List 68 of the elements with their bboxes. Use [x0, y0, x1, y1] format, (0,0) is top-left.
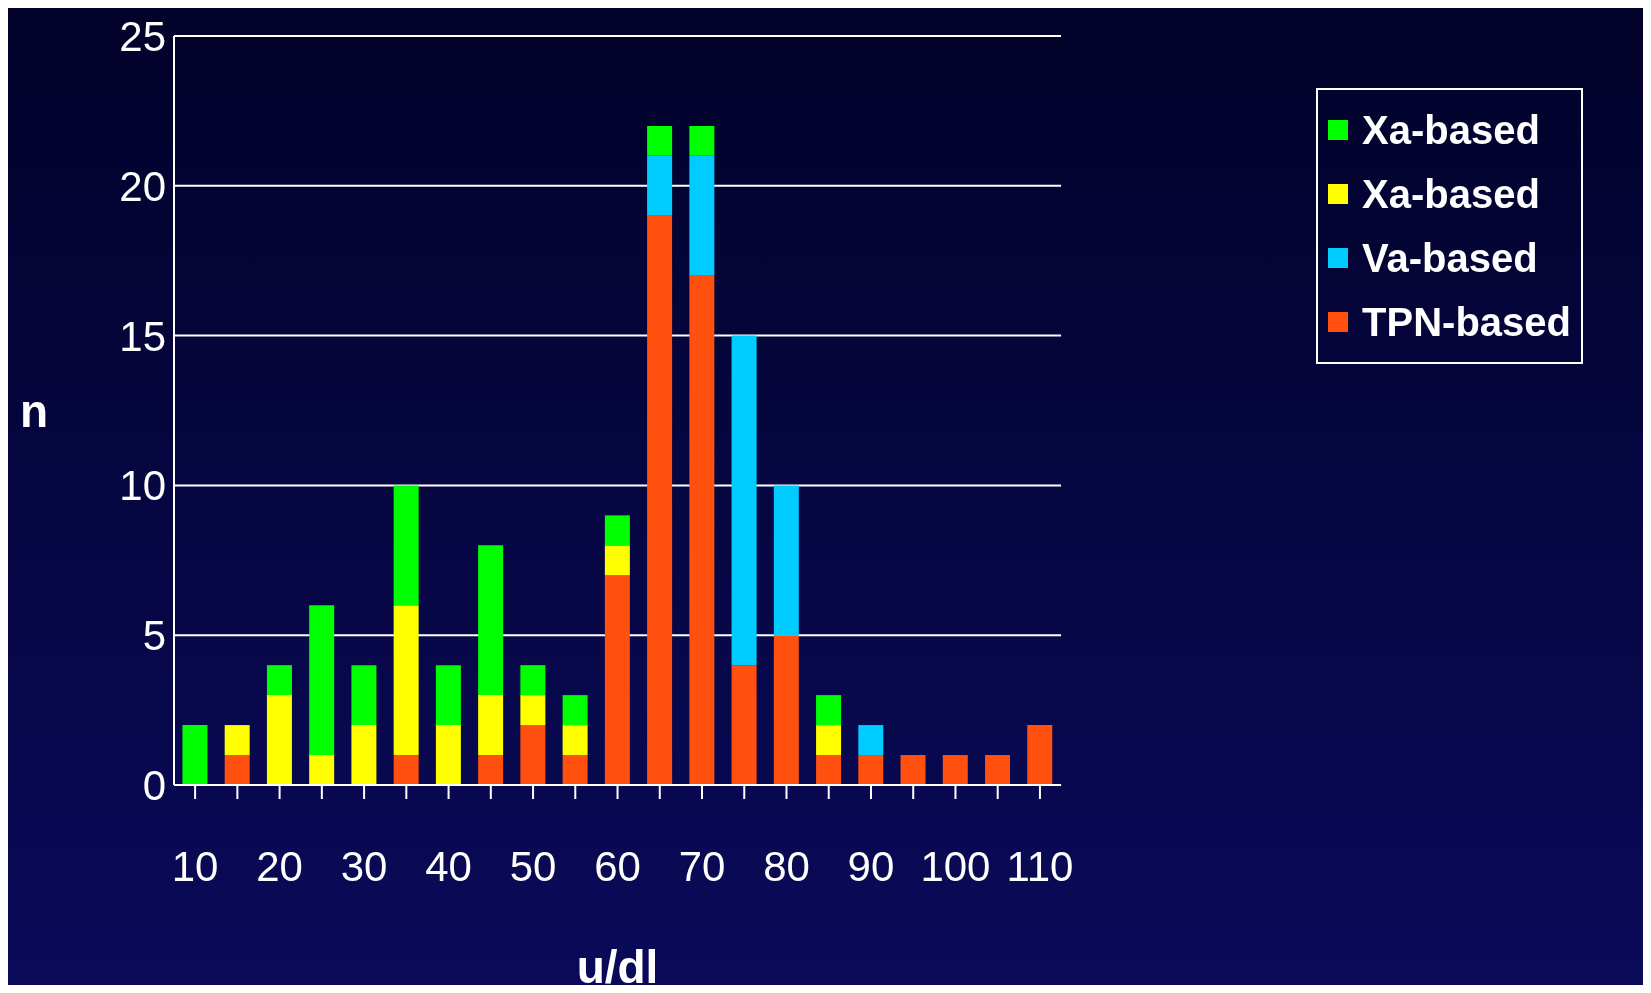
bar: [309, 755, 335, 785]
legend-label: Va-based: [1362, 235, 1538, 281]
bar: [604, 575, 630, 785]
y-tick-label: 20: [119, 162, 166, 210]
bar: [435, 665, 461, 726]
bar: [520, 665, 546, 696]
bar: [520, 695, 546, 726]
x-tick-label: 40: [425, 842, 472, 890]
bar: [224, 755, 250, 785]
bar: [816, 695, 842, 726]
y-tick-label: 25: [119, 12, 166, 60]
bar: [689, 155, 715, 276]
bar: [478, 545, 504, 696]
bar: [562, 755, 588, 785]
x-tick-label: 10: [171, 842, 219, 890]
bar: [647, 215, 673, 785]
bar: [266, 695, 292, 785]
y-tick-label: 5: [142, 612, 166, 660]
bar: [478, 755, 504, 785]
bar: [393, 485, 419, 606]
bar: [182, 725, 208, 785]
bar: [858, 755, 884, 785]
bar: [435, 725, 461, 785]
x-tick-label: 70: [678, 842, 726, 890]
x-tick-label: 60: [594, 842, 641, 890]
bar: [604, 515, 630, 546]
bar: [773, 485, 799, 636]
bar: [731, 665, 757, 785]
bar: [858, 725, 884, 756]
bar: [942, 755, 968, 785]
bar: [689, 275, 715, 785]
x-tick-label: 110: [1006, 842, 1074, 890]
bar: [1027, 725, 1053, 785]
x-tick-label: 100: [920, 842, 991, 890]
bar: [309, 605, 335, 756]
bar: [731, 335, 757, 666]
legend-label: TPN-based: [1362, 299, 1571, 345]
y-tick-label: 10: [119, 462, 166, 510]
bar: [689, 125, 715, 156]
y-tick-label: 0: [142, 761, 166, 809]
bar: [816, 725, 842, 756]
bar: [478, 695, 504, 756]
bar: [520, 725, 546, 785]
y-tick-label: 15: [119, 312, 166, 360]
bar: [604, 545, 630, 576]
bar: [647, 125, 673, 156]
legend-label: Xa-based: [1362, 171, 1540, 217]
bar: [562, 725, 588, 756]
bar: [266, 665, 292, 696]
bar: [816, 755, 842, 785]
x-axis-title: u/dl: [576, 941, 659, 993]
bar: [773, 635, 799, 785]
bar: [224, 725, 250, 756]
x-tick-label: 50: [509, 842, 557, 890]
x-tick-label: 80: [763, 842, 810, 890]
bar: [351, 665, 377, 726]
bar: [351, 725, 377, 785]
bar: [985, 755, 1011, 785]
bar: [647, 155, 673, 216]
bar: [393, 755, 419, 785]
bar: [393, 605, 419, 756]
x-tick-label: 90: [847, 842, 895, 890]
x-tick-label: 30: [340, 842, 388, 890]
y-axis-title: n: [20, 384, 49, 437]
bar: [562, 695, 588, 726]
bar: [900, 755, 926, 785]
x-tick-label: 20: [256, 842, 303, 890]
legend-label: Xa-based: [1362, 107, 1540, 153]
